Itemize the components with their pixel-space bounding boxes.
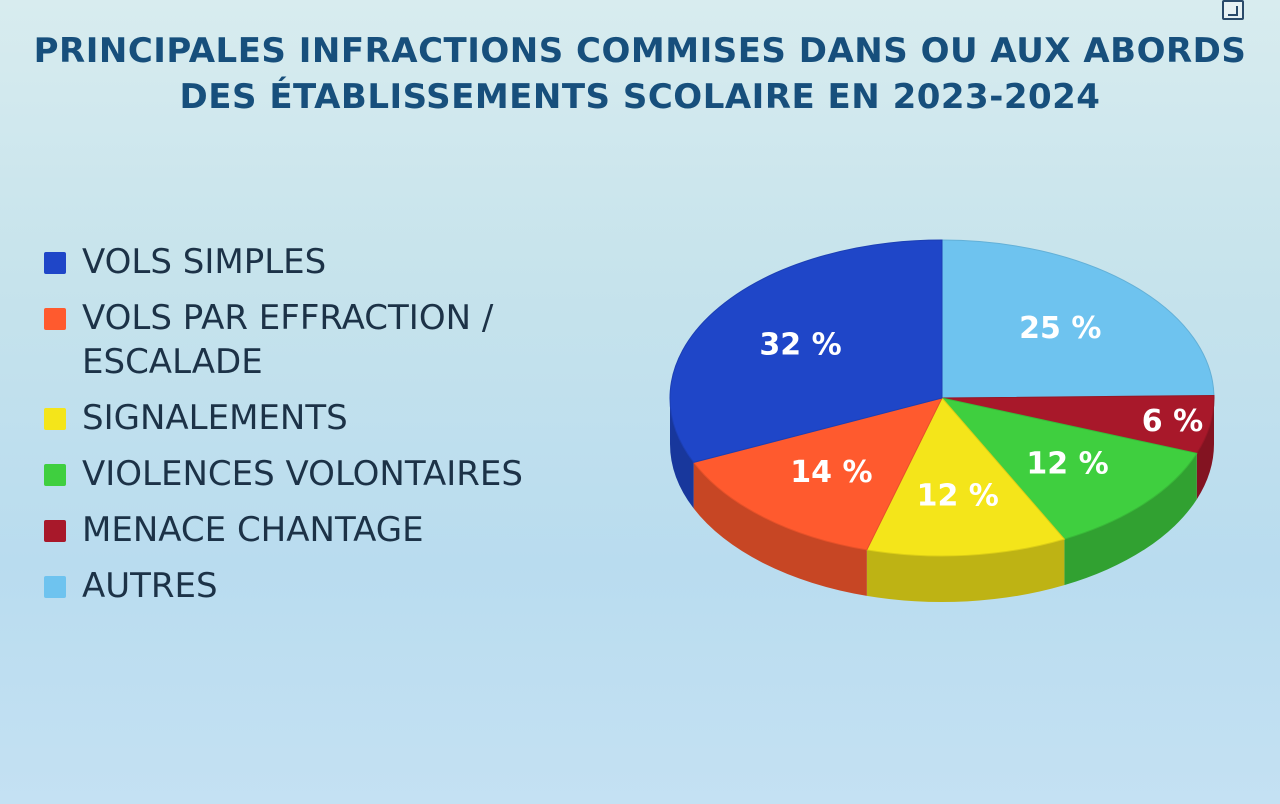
legend-swatch: [44, 520, 66, 542]
pie-slice-1: [692, 397, 943, 551]
pie-side-1: [693, 462, 867, 596]
legend-item-vols-effraction: VOLS PAR EFFRACTION / ESCALADE: [42, 296, 642, 384]
legend-swatch: [44, 408, 66, 430]
presentation-control-icon[interactable]: [1222, 0, 1244, 20]
pie-side-4: [1196, 398, 1214, 500]
pie-label-3: 12 %: [1026, 446, 1108, 481]
legend-swatch: [44, 576, 66, 598]
pie-label-1: 14 %: [790, 455, 872, 490]
pie-side-0: [670, 398, 694, 509]
chart-title-line-1: PRINCIPALES INFRACTIONS COMMISES DANS OU…: [33, 31, 1247, 71]
legend-label: VOLS SIMPLES: [82, 242, 327, 282]
legend-item-menace: MENACE CHANTAGE: [42, 508, 642, 552]
pie-slice-2: [866, 397, 1066, 557]
legend-swatch: [44, 252, 66, 274]
pie-slice-0: [669, 239, 943, 463]
pie-side-2: [866, 539, 1065, 602]
legend-item-vols-simples: VOLS SIMPLES: [42, 240, 642, 284]
legend-label: VOLS PAR EFFRACTION / ESCALADE: [82, 298, 494, 382]
pie-slice-3: [940, 397, 1198, 540]
pie-label-0: 32 %: [759, 328, 841, 363]
pie-side-3: [1064, 453, 1197, 586]
legend-label: MENACE CHANTAGE: [82, 510, 424, 550]
legend-swatch: [44, 308, 66, 330]
legend-item-autres: AUTRES: [42, 564, 642, 608]
chart-title-line-2: DES ÉTABLISSEMENTS SCOLAIRE EN 2023-2024: [179, 77, 1101, 117]
legend-label: SIGNALEMENTS: [82, 398, 348, 438]
legend: VOLS SIMPLES VOLS PAR EFFRACTION / ESCAL…: [42, 240, 642, 620]
pie-label-4: 6 %: [1142, 404, 1203, 439]
chart-title: PRINCIPALES INFRACTIONS COMMISES DANS OU…: [0, 28, 1280, 120]
legend-label: AUTRES: [82, 566, 218, 606]
legend-swatch: [44, 464, 66, 486]
pie-slice-5: [941, 239, 1215, 399]
legend-item-signalements: SIGNALEMENTS: [42, 396, 642, 440]
legend-item-violences: VIOLENCES VOLONTAIRES: [42, 452, 642, 496]
pie-label-5: 25 %: [1019, 311, 1101, 346]
pie-chart: 25 % 6 % 12 % 12 % 14 % 32 %: [669, 239, 1215, 602]
pie-label-2: 12 %: [917, 479, 999, 514]
legend-label: VIOLENCES VOLONTAIRES: [82, 454, 523, 494]
